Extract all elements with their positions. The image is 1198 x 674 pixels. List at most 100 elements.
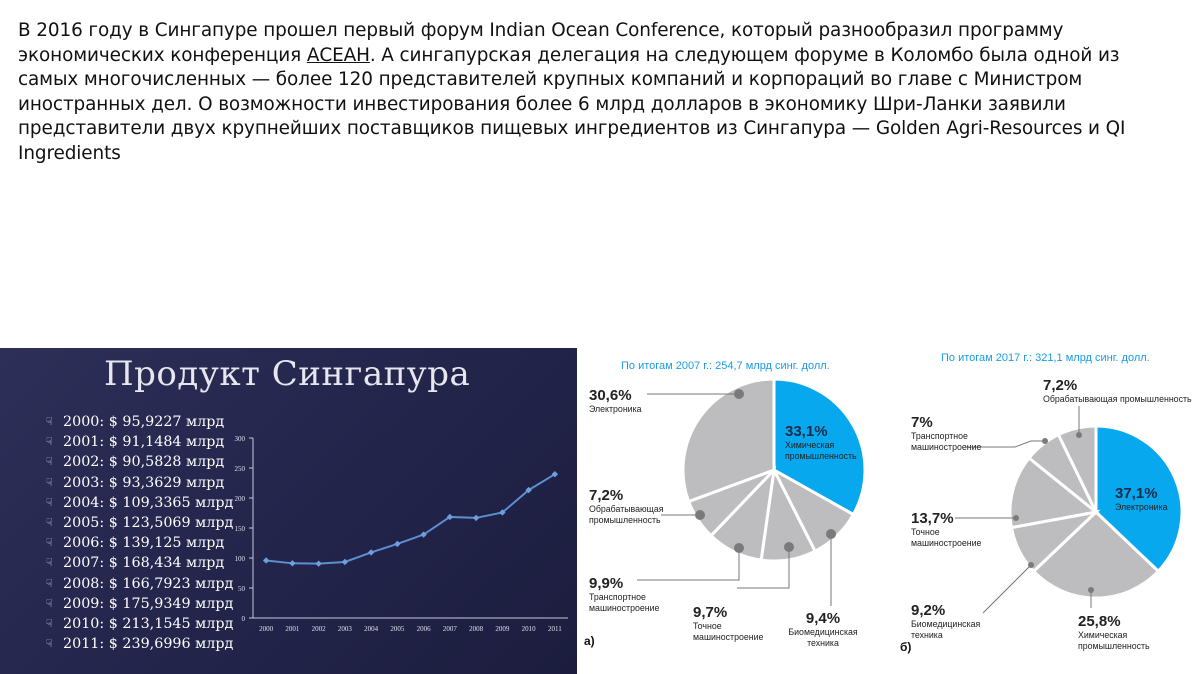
slice-percent: 33,1% bbox=[785, 423, 828, 440]
y-tick-label: 250 bbox=[235, 465, 246, 473]
slice-label-line: Точное bbox=[911, 527, 940, 537]
slice-percent: 7% bbox=[911, 414, 933, 431]
slice-label-line: Химическая bbox=[785, 440, 835, 450]
hand-pointer-icon: ☟ bbox=[46, 616, 53, 630]
hand-pointer-icon: ☟ bbox=[46, 435, 53, 449]
callout-dot bbox=[695, 510, 705, 520]
hand-pointer-icon: ☟ bbox=[46, 576, 53, 590]
hand-pointer-icon: ☟ bbox=[46, 515, 53, 529]
slice-label-line: машиностроение bbox=[693, 632, 764, 642]
gdp-bullet-item: ☟ 2010: $ 213,1545 млрд bbox=[46, 616, 233, 636]
callout-dot bbox=[826, 529, 836, 539]
callout-dot bbox=[734, 389, 744, 399]
slice-label-line: Транспортное bbox=[589, 592, 646, 602]
slice-label: Точное машиностроение bbox=[911, 527, 982, 548]
gdp-bullet-text: 2010: $ 213,1545 млрд bbox=[63, 615, 234, 632]
gdp-bullet-text: 2000: $ 95,9227 млрд bbox=[63, 414, 225, 430]
gdp-bullet-text: 2009: $ 175,9349 млрд bbox=[63, 595, 234, 612]
gdp-bullet-item: ☟ 2000: $ 95,9227 млрд bbox=[46, 414, 233, 434]
gdp-bullet-item: ☟ 2006: $ 139,125 млрд bbox=[46, 535, 233, 555]
gdp-line-chart: 0 50 100 150 200 250 300 2000 2001 2002 2003 2004 20… bbox=[235, 435, 568, 633]
intro-paragraph: В 2016 году в Сингапуре прошел первый фо… bbox=[18, 19, 1178, 166]
gdp-bullet-item: ☟ 2009: $ 175,9349 млрд bbox=[46, 596, 233, 616]
x-tick-label: 2002 bbox=[312, 625, 327, 633]
slice-label: Электроника bbox=[1115, 502, 1168, 512]
slice-label-line: Биомедицинская bbox=[788, 627, 858, 637]
gdp-data-point bbox=[315, 560, 322, 567]
slice-label: Химическая промышленность bbox=[785, 440, 857, 461]
gdp-bullet-text: 2006: $ 139,125 млрд bbox=[63, 535, 225, 552]
gdp-bullet-text: 2007: $ 168,434 млрд bbox=[63, 555, 225, 572]
slice-label-line: машиностроение bbox=[911, 442, 982, 452]
slice-percent: 9,2% bbox=[911, 602, 945, 619]
pie-b-letter: б) bbox=[900, 640, 912, 654]
callout-dot bbox=[734, 543, 744, 553]
gdp-bullet-item: ☟ 2001: $ 91,1484 млрд bbox=[46, 434, 233, 454]
slice-label: Химическая промышленность bbox=[1078, 630, 1150, 651]
slice-label-line: Биомедицинская bbox=[911, 619, 981, 629]
gdp-bullet-item: ☟ 2002: $ 90,5828 млрд bbox=[46, 454, 233, 474]
slice-label-line: Электроника bbox=[589, 404, 642, 414]
slice-percent: 7,2% bbox=[589, 487, 623, 504]
gdp-bullet-text: 2004: $ 109,3365 млрд bbox=[63, 494, 234, 511]
gdp-data-point bbox=[525, 486, 532, 494]
pie-slice bbox=[1094, 424, 1184, 574]
slice-label: Транспортное машиностроение bbox=[911, 431, 982, 452]
callout-dot bbox=[1028, 562, 1034, 568]
x-tick-label: 2006 bbox=[417, 625, 432, 633]
x-tick-label: 2003 bbox=[338, 625, 353, 633]
hand-pointer-icon: ☟ bbox=[46, 596, 53, 610]
slice-label-line: Точное bbox=[693, 621, 722, 631]
gdp-data-point bbox=[341, 558, 349, 566]
hand-pointer-icon: ☟ bbox=[46, 556, 53, 570]
pie-a-title: По итогам 2007 г.: 254,7 млрд синг. долл… bbox=[621, 360, 830, 372]
gdp-series-line bbox=[266, 473, 556, 565]
slice-label-line: Химическая bbox=[1078, 630, 1128, 640]
slice-label-line: машиностроение bbox=[589, 603, 660, 613]
asean-link[interactable]: АСЕАН bbox=[306, 44, 370, 66]
x-tick-label: 2005 bbox=[390, 625, 405, 633]
slice-label: Биомедицинская техника bbox=[788, 627, 858, 648]
callout-line bbox=[637, 548, 740, 581]
hand-pointer-icon: ☟ bbox=[46, 637, 53, 651]
x-tick-label: 2000 bbox=[259, 625, 274, 633]
gdp-bullet-item: ☟ 2008: $ 166,7923 млрд bbox=[46, 576, 233, 596]
gdp-bullet-text: 2011: $ 239,6996 млрд bbox=[63, 636, 234, 653]
y-tick-label: 50 bbox=[238, 585, 246, 593]
x-tick-label: 2011 bbox=[548, 625, 562, 633]
hand-pointer-icon: ☟ bbox=[46, 475, 53, 489]
gdp-data-point bbox=[262, 557, 270, 564]
gdp-bullet-item: ☟ 2007: $ 168,434 млрд bbox=[46, 555, 233, 575]
gdp-bullet-text: 2005: $ 123,5069 млрд bbox=[63, 514, 234, 531]
gdp-bullet-item: ☟ 2011: $ 239,6996 млрд bbox=[46, 636, 233, 656]
slice-label-line: Электроника bbox=[1115, 502, 1168, 512]
slice-label-line: промышленность bbox=[589, 515, 661, 525]
slice-label: Электроника bbox=[589, 404, 642, 414]
slice-percent: 9,9% bbox=[589, 575, 623, 592]
slice-percent: 25,8% bbox=[1078, 613, 1121, 630]
x-tick-label: 2010 bbox=[522, 625, 537, 633]
gdp-data-point bbox=[551, 470, 559, 478]
x-tick-label: 2004 bbox=[364, 625, 379, 633]
slice-label-line: Транспортное bbox=[911, 431, 968, 441]
slice-percent: 37,1% bbox=[1115, 485, 1158, 502]
pie-slice bbox=[1031, 509, 1161, 600]
slice-percent: 7,2% bbox=[1043, 377, 1077, 394]
hand-pointer-icon: ☟ bbox=[46, 415, 53, 428]
slide-title: Продукт Сингапура bbox=[104, 354, 471, 394]
gdp-bullet-list: ☟ 2000: $ 95,9227 млрд ☟ 2001: $ 91,1484 мл… bbox=[46, 414, 233, 656]
gdp-data-point bbox=[289, 560, 296, 567]
slice-label-line: промышленность bbox=[785, 451, 857, 461]
gdp-bullet-item: ☟ 2003: $ 93,3629 млрд bbox=[46, 475, 233, 495]
slice-percent: 13,7% bbox=[911, 510, 954, 527]
hand-pointer-icon: ☟ bbox=[46, 495, 53, 509]
y-tick-label: 0 bbox=[242, 615, 246, 623]
gdp-bullet-item: ☟ 2005: $ 123,5069 млрд bbox=[46, 515, 233, 535]
gdp-bullet-text: 2002: $ 90,5828 млрд bbox=[63, 454, 225, 471]
pie-slice bbox=[681, 377, 776, 504]
gdp-data-point bbox=[394, 540, 401, 548]
slice-label-line: машиностроение bbox=[911, 538, 982, 548]
slice-label: Биомедицинская техника bbox=[911, 619, 981, 640]
slice-label-line: техника bbox=[807, 638, 839, 648]
gdp-slide: Продукт Сингапура ☟ 2000: $ 95,9227 млрд ☟… bbox=[0, 348, 577, 674]
